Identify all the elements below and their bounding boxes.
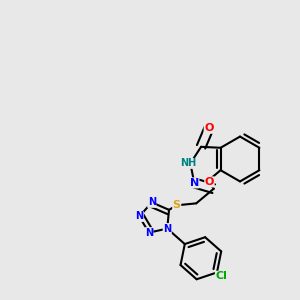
Text: N: N (135, 212, 143, 221)
Text: O: O (204, 123, 214, 133)
Text: O: O (205, 177, 214, 187)
Text: N: N (145, 228, 153, 238)
Text: N: N (190, 178, 199, 188)
Text: N: N (163, 224, 171, 234)
Text: NH: NH (180, 158, 196, 168)
Text: Cl: Cl (215, 271, 227, 281)
Text: S: S (173, 200, 181, 210)
Text: N: N (148, 197, 156, 207)
